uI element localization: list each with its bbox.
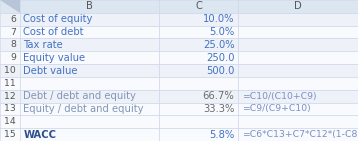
Text: 6: 6 (10, 15, 16, 24)
Bar (20, 38, 159, 51)
Text: =C10/(C10+C9): =C10/(C10+C9) (242, 92, 316, 101)
Text: Equity value: Equity value (23, 53, 86, 63)
Text: Debt / debt and equity: Debt / debt and equity (23, 91, 136, 101)
Text: 11: 11 (4, 79, 16, 88)
Text: 66.7%: 66.7% (203, 91, 234, 101)
Bar (20, 64, 159, 77)
Bar (20, 13, 159, 26)
Text: 5.8%: 5.8% (209, 130, 234, 140)
Bar (238, 90, 358, 103)
Bar (0, 64, 20, 77)
Text: 12: 12 (4, 92, 16, 101)
Text: B: B (86, 1, 93, 11)
Text: 9: 9 (10, 53, 16, 62)
Bar (0, 77, 20, 90)
Bar (159, 38, 238, 51)
Bar (20, 90, 159, 103)
Text: 33.3%: 33.3% (203, 104, 234, 114)
Bar (0, 115, 20, 128)
Bar (238, 103, 358, 115)
Bar (0, 0, 20, 13)
Bar (238, 64, 358, 77)
Bar (0, 38, 20, 51)
Bar (238, 115, 358, 128)
Text: 13: 13 (4, 104, 16, 114)
Text: 10: 10 (4, 66, 16, 75)
Text: Cost of equity: Cost of equity (23, 14, 93, 24)
Text: 500.0: 500.0 (206, 66, 234, 75)
Bar (20, 115, 159, 128)
Bar (0, 51, 20, 64)
Bar (159, 77, 238, 90)
Text: =C6*C13+C7*C12*(1-C8): =C6*C13+C7*C12*(1-C8) (242, 130, 358, 139)
Bar (0, 26, 20, 38)
Bar (159, 128, 238, 141)
Bar (238, 128, 358, 141)
Bar (159, 115, 238, 128)
Bar (20, 51, 159, 64)
Bar (238, 0, 358, 13)
Bar (20, 0, 159, 13)
Bar (159, 13, 238, 26)
Bar (159, 103, 238, 115)
Text: Cost of debt: Cost of debt (23, 27, 84, 37)
Text: 5.0%: 5.0% (209, 27, 234, 37)
Text: Tax rate: Tax rate (23, 40, 63, 50)
Bar (0, 128, 20, 141)
Text: 250.0: 250.0 (206, 53, 234, 63)
Text: 7: 7 (10, 27, 16, 37)
Bar (159, 64, 238, 77)
Text: Equity / debt and equity: Equity / debt and equity (23, 104, 144, 114)
Text: =C9/(C9+C10): =C9/(C9+C10) (242, 104, 310, 114)
Bar (238, 38, 358, 51)
Bar (20, 77, 159, 90)
Bar (238, 51, 358, 64)
Bar (20, 128, 159, 141)
Bar (0, 13, 20, 26)
Text: D: D (294, 1, 302, 11)
Text: 8: 8 (10, 40, 16, 49)
Bar (159, 26, 238, 38)
Bar (0, 90, 20, 103)
Bar (159, 0, 238, 13)
Text: 15: 15 (5, 130, 16, 139)
Bar (238, 77, 358, 90)
Text: Debt value: Debt value (23, 66, 78, 75)
Polygon shape (0, 0, 20, 13)
Bar (159, 90, 238, 103)
Text: 14: 14 (4, 117, 16, 126)
Bar (0, 103, 20, 115)
Bar (20, 103, 159, 115)
Text: WACC: WACC (23, 130, 56, 140)
Text: 10.0%: 10.0% (203, 14, 234, 24)
Text: 25.0%: 25.0% (203, 40, 234, 50)
Text: C: C (195, 1, 202, 11)
Bar (20, 26, 159, 38)
Bar (238, 26, 358, 38)
Bar (238, 13, 358, 26)
Bar (159, 51, 238, 64)
